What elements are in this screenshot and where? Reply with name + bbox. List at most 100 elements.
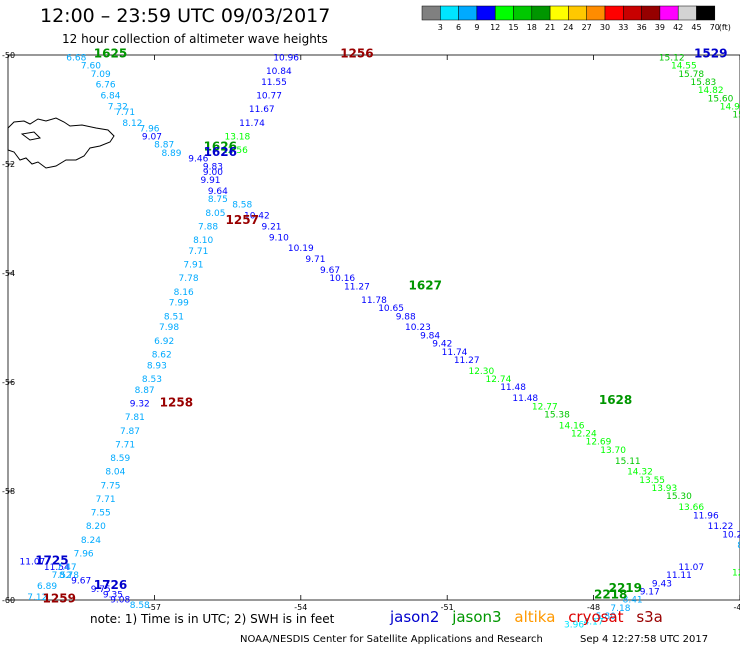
- wave-height-value: 7.60: [81, 62, 101, 72]
- wave-height-value: 7.71: [96, 495, 116, 505]
- wave-height-value: 15.30: [666, 492, 692, 502]
- wave-height-value: 15.11: [615, 457, 641, 467]
- wave-height-points: 6.687.607.096.766.847.327.718.127.969.07…: [20, 53, 740, 630]
- wave-height-value: 9.67: [71, 577, 91, 587]
- colorbar-swatch: [659, 5, 679, 21]
- wave-height-value: 7.81: [125, 413, 145, 423]
- wave-height-value: 11.27: [344, 282, 370, 292]
- colorbar-label: 18: [527, 23, 537, 32]
- wave-height-value: 11.07: [678, 563, 704, 573]
- wave-height-value: 11.55: [261, 78, 287, 88]
- track-time-label: 1259: [43, 592, 76, 606]
- wave-height-value: 9.71: [305, 255, 325, 265]
- wave-height-value: 9.64: [208, 187, 228, 197]
- wave-height-value: 9.67: [320, 266, 340, 276]
- wave-height-value: 7.12: [27, 593, 47, 603]
- chart-title: 12:00 – 23:59 UTC 09/03/2017: [40, 5, 331, 27]
- track-time-label: 1628: [599, 393, 632, 407]
- colorbar-label: 15: [508, 23, 518, 32]
- wave-height-value: 14.82: [698, 86, 724, 96]
- wave-height-value: 11.48: [500, 383, 526, 393]
- wave-height-value: 9.21: [261, 222, 281, 232]
- wave-height-value: 11.67: [249, 105, 275, 115]
- x-tick-label: -54: [294, 603, 307, 612]
- wave-height-value: 8.24: [81, 536, 101, 546]
- x-tick-label: -51: [441, 603, 454, 612]
- track-time-label: 1258: [160, 396, 193, 410]
- y-tick-label: -50: [2, 51, 15, 60]
- wave-height-value: 15.83: [691, 78, 717, 88]
- track-time-label: 1257: [226, 213, 259, 227]
- wave-height-value: 7.09: [91, 70, 111, 80]
- wave-height-value: 10.65: [378, 304, 404, 314]
- wave-height-value: 15.38: [544, 410, 570, 420]
- wave-height-value: 7.78: [179, 274, 199, 284]
- y-tick-label: -58: [2, 487, 15, 496]
- track-time-label: 1725: [35, 554, 68, 568]
- wave-height-value: 10.77: [256, 92, 282, 102]
- wave-height-value: 7.71: [115, 440, 135, 450]
- wave-height-value: 14.16: [559, 421, 585, 431]
- wave-height-value: 7.75: [100, 481, 120, 491]
- wave-height-value: 9.75: [91, 585, 111, 595]
- wave-height-value: 7.98: [159, 323, 179, 333]
- colorbar-swatch: [531, 5, 551, 21]
- wave-height-value: 14.55: [671, 62, 697, 72]
- colorbar-swatch: [513, 5, 533, 21]
- x-tick-label: -48: [587, 603, 600, 612]
- falkland-islands-landmass: [7, 117, 115, 169]
- wave-height-value: 9.08: [110, 596, 130, 606]
- wave-height-value: 12.30: [468, 367, 494, 377]
- colorbar-unit: (ft): [719, 23, 731, 32]
- wave-height-value: 8.51: [164, 312, 184, 322]
- satellite-altika: altika: [514, 608, 556, 626]
- wave-height-value: 9.07: [142, 132, 162, 142]
- wave-height-value: 8.93: [147, 361, 167, 371]
- colorbar-swatch: [549, 5, 569, 21]
- wave-height-value: 8.12: [122, 119, 142, 129]
- wave-height-value: 7.47: [57, 563, 77, 573]
- track-time-label: 1626: [204, 145, 237, 159]
- colorbar-swatch: [568, 5, 587, 21]
- satellite-cryosat: cryosat: [568, 608, 624, 626]
- colorbar-label: 3: [438, 23, 443, 32]
- colorbar-swatch: [677, 5, 697, 21]
- wave-height-value: 9.17: [640, 588, 660, 598]
- wave-height-value: 8.87: [135, 386, 155, 396]
- wave-height-value: 11.27: [454, 356, 480, 366]
- wave-height-value: 12.74: [486, 375, 512, 385]
- wave-height-value: 8.59: [110, 454, 130, 464]
- wave-height-value: 12.56: [222, 146, 248, 156]
- colorbar-swatch: [641, 5, 661, 21]
- wave-height-value: 15.5: [732, 111, 740, 121]
- wave-height-value: 15.12: [659, 53, 685, 63]
- colorbar-swatch: [494, 5, 514, 21]
- track-time-label: 1626: [204, 139, 237, 153]
- wave-height-value: 11.22: [708, 522, 734, 532]
- footer-credit: NOAA/NESDIS Center for Satellite Applica…: [240, 634, 543, 645]
- colorbar-label: 45: [691, 23, 701, 32]
- wave-height-value: 7.96: [139, 124, 159, 134]
- wave-height-value: 8.87: [154, 141, 174, 151]
- wave-height-value: 11.74: [442, 348, 468, 358]
- wave-height-value: 9.00: [203, 168, 223, 178]
- wave-height-value: 7.52: [52, 571, 72, 581]
- wave-height-value: 11.78: [361, 296, 387, 306]
- wave-height-value: 7.87: [120, 427, 140, 437]
- colorbar-label: 27: [582, 23, 592, 32]
- y-tick-label: -54: [2, 269, 15, 278]
- wave-height-value: 13.55: [639, 476, 665, 486]
- wave-height-value: 8.90: [737, 541, 740, 551]
- wave-height-value: 10.28: [722, 530, 740, 540]
- colorbar-label: 21: [545, 23, 555, 32]
- wave-height-value: 7.96: [74, 549, 94, 559]
- wave-height-value: 7.32: [108, 103, 128, 113]
- track-time-label: 2219: [609, 581, 642, 595]
- wave-height-value: 9.88: [396, 312, 416, 322]
- wave-height-value: 5.80: [596, 612, 616, 622]
- wave-height-value: 10.19: [288, 244, 314, 254]
- y-tick-label: -60: [2, 596, 15, 605]
- wave-height-value: 13.70: [600, 446, 626, 456]
- satellite-jason2: jason2: [390, 608, 440, 626]
